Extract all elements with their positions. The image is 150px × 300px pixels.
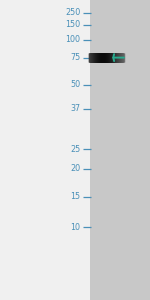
Text: 25: 25 [70, 145, 80, 154]
Text: 50: 50 [70, 80, 80, 89]
Text: 250: 250 [65, 8, 80, 17]
Text: 15: 15 [70, 192, 80, 201]
Text: 10: 10 [70, 223, 80, 232]
Text: 37: 37 [70, 104, 80, 113]
Text: 20: 20 [70, 164, 80, 173]
Bar [90, 0, 150, 300]
Text: 75: 75 [70, 53, 80, 62]
Text: 100: 100 [65, 35, 80, 44]
Text: 150: 150 [65, 20, 80, 29]
